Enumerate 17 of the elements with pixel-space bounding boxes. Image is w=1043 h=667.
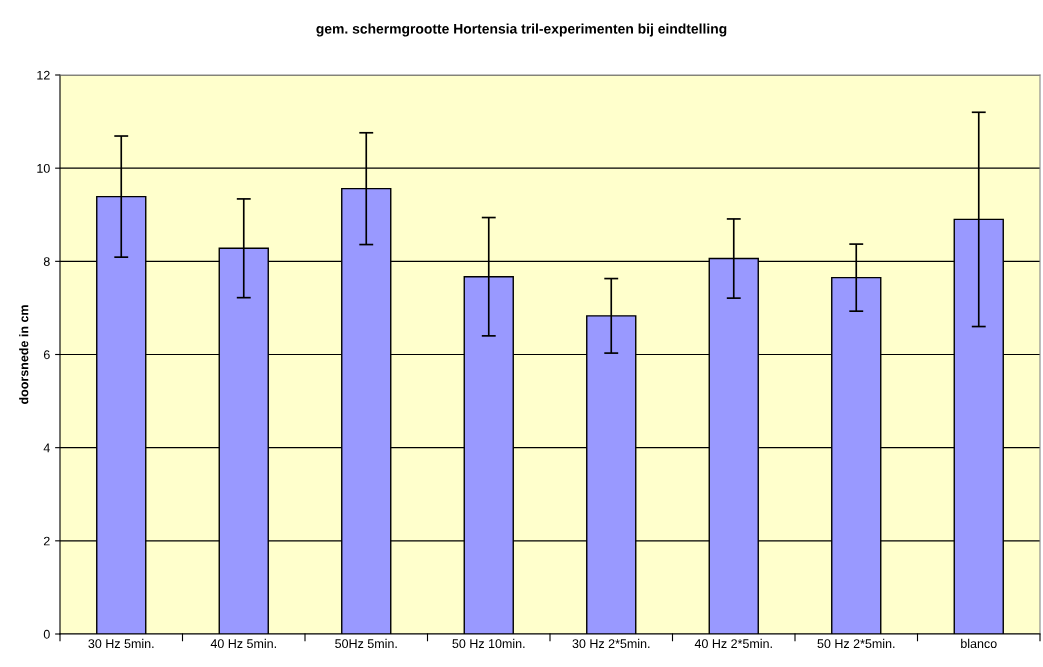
y-axis-title: doorsnede in cm [19, 305, 29, 404]
x-tick-label: 40 Hz 5min. [210, 638, 276, 649]
y-tick-label: 0 [43, 629, 50, 639]
x-tick-label: 50Hz 5min. [335, 638, 397, 649]
y-tick-label: 8 [43, 257, 50, 266]
x-tick-label: blanco [961, 638, 997, 649]
y-tick-label: 6 [43, 350, 50, 360]
y-tick-label: 12 [37, 70, 50, 80]
y-tick-label: 10 [37, 163, 50, 173]
x-tick-label: 50 Hz 2*5min. [817, 638, 895, 649]
y-tick-label: 2 [43, 536, 50, 546]
x-tick-label: 40 Hz 2*5min. [694, 638, 772, 649]
x-tick-label: 50 Hz 10min. [452, 638, 525, 649]
chart-title: gem. schermgrootte Hortensia tril-experimenten bij eindtelling [316, 23, 727, 37]
x-tick-label: 30 Hz 2*5min. [572, 638, 650, 649]
x-tick-label: 30 Hz 5min. [88, 638, 154, 649]
y-tick-label: 4 [43, 443, 50, 453]
